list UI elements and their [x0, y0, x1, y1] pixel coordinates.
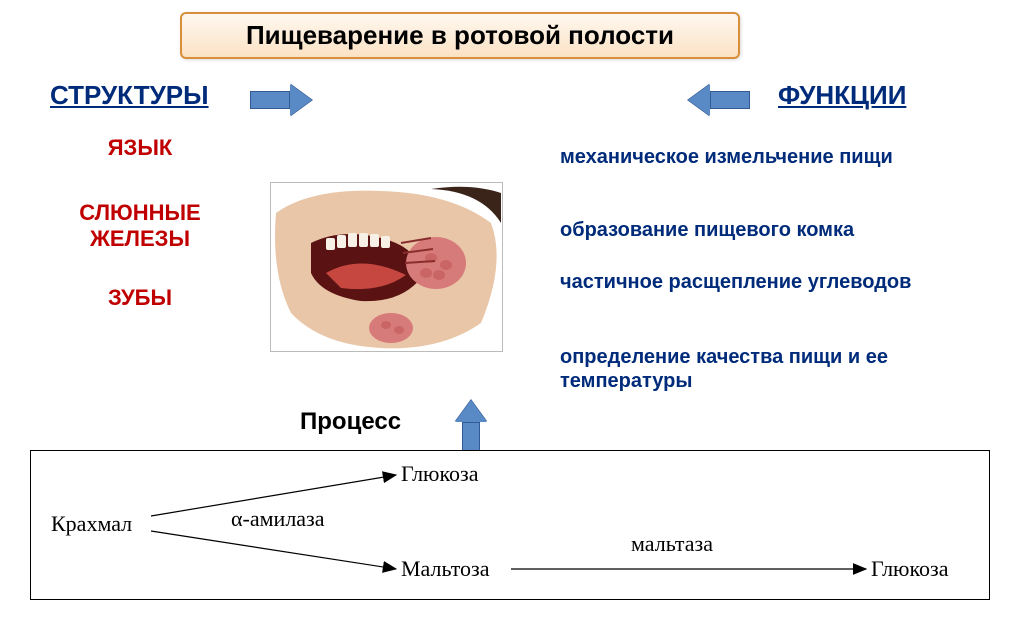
page-title: Пищеварение в ротовой полости: [246, 20, 674, 50]
title-box: Пищеварение в ротовой полости: [180, 12, 740, 59]
structure-item: ЗУБЫ: [40, 285, 240, 311]
function-item: частичное расщепление углеводов: [560, 270, 990, 294]
node-maltose: Мальтоза: [401, 556, 489, 582]
node-maltase: мальтаза: [631, 531, 713, 557]
function-item: механическое измельчение пищи: [560, 145, 990, 169]
node-glucose2: Глюкоза: [871, 556, 949, 582]
node-starch: Крахмал: [51, 511, 132, 537]
structure-item: СЛЮННЫЕ ЖЕЛЕЗЫ: [40, 200, 240, 252]
functions-heading: ФУНКЦИИ: [778, 80, 906, 111]
process-diagram: Крахмал Глюкоза Мальтоза Глюкоза α-амила…: [30, 450, 990, 600]
edge-starch-maltose: [151, 531, 396, 569]
structures-heading: СТРУКТУРЫ: [50, 80, 209, 111]
function-item: определение качества пищи и ее температу…: [560, 345, 990, 393]
node-glucose1: Глюкоза: [401, 461, 479, 487]
anatomy-illustration: [270, 182, 503, 352]
node-amylase: α-амилаза: [231, 506, 325, 532]
structure-item: ЯЗЫК: [40, 135, 240, 161]
function-item: образование пищевого комка: [560, 218, 990, 242]
process-label: Процесс: [300, 408, 401, 436]
